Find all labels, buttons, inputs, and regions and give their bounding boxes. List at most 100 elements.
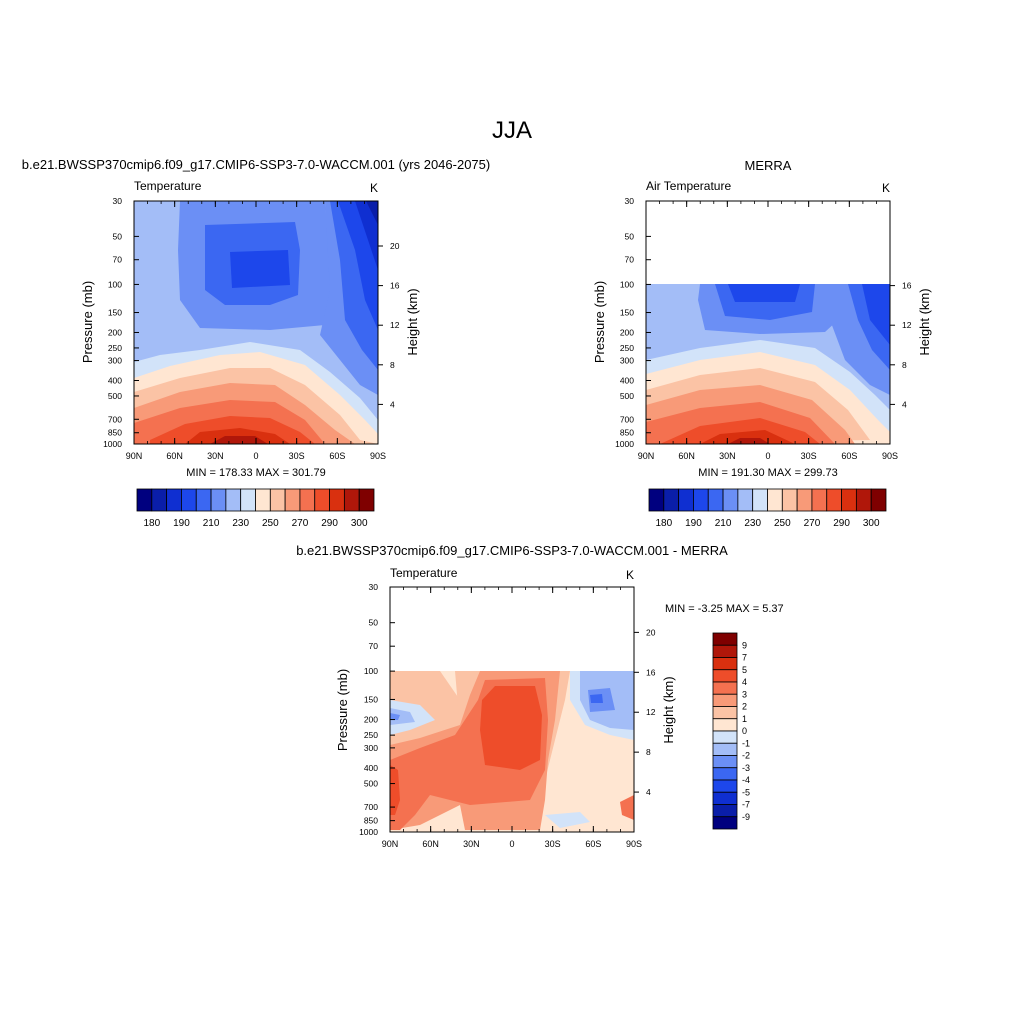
colorbar-label: 0 <box>742 726 747 736</box>
x-tick-label: 90S <box>626 839 642 849</box>
y2-tick-label: 12 <box>646 707 656 717</box>
panel-model-units: K <box>370 181 378 195</box>
colorbar-box <box>855 488 872 512</box>
panel-diff-field <box>390 671 634 832</box>
colorbar-box <box>712 706 738 720</box>
colorbar-box <box>712 767 738 781</box>
y-tick-label: 500 <box>364 779 378 789</box>
colorbar-box <box>314 488 330 512</box>
colorbar-box <box>343 488 360 512</box>
field-level-295 <box>700 430 795 444</box>
colorbar-label: 270 <box>804 518 821 529</box>
panel-diff: b.e21.BWSSP370cmip6.f09_g17.CMIP6-SSP3-7… <box>296 543 783 849</box>
x-tick-label: 90N <box>382 839 399 849</box>
y-tick-label: 700 <box>364 802 378 812</box>
panel-diff-y2label: Height (km) <box>661 676 676 743</box>
field-level-190 <box>728 284 800 302</box>
x-tick-label: 90S <box>370 451 386 461</box>
y-tick-label: 400 <box>620 376 634 386</box>
colorbar-box <box>166 488 182 512</box>
colorbar-box <box>841 488 857 512</box>
colorbar-box <box>693 488 709 512</box>
colorbar-box <box>210 488 227 512</box>
colorbar-box <box>712 779 738 793</box>
colorbar-box <box>737 488 754 512</box>
colorbar-label: 300 <box>863 518 880 529</box>
colorbar-box <box>767 488 783 512</box>
colorbar-box <box>712 791 738 805</box>
colorbar-box <box>678 488 694 512</box>
colorbar-box <box>284 488 301 512</box>
y-tick-label: 50 <box>625 231 635 241</box>
panel-obs-left-label: Air Temperature <box>646 179 731 193</box>
colorbar-label: 300 <box>351 518 368 529</box>
x-tick-label: 60S <box>841 451 857 461</box>
colorbar-label: 210 <box>203 518 220 529</box>
colorbar-box <box>811 488 828 512</box>
colorbar-label: -7 <box>742 800 750 810</box>
panel-diff-axes: 90N 60N 30N 0 30S 60S 90S 30 50 70 100 150 200 250 300… <box>359 582 656 849</box>
x-tick-label: 30N <box>719 451 736 461</box>
x-tick-label: 60N <box>166 451 183 461</box>
panel-diff-stats: MIN = -3.25 MAX = 5.37 <box>665 603 784 615</box>
y-tick-label: 100 <box>364 666 378 676</box>
y-tick-label: 850 <box>620 428 634 438</box>
colorbar-box <box>181 488 197 512</box>
colorbar-box <box>781 488 798 512</box>
panel-diff-colorbar: 9 7 5 4 3 2 1 0 -1 -2 -3 -4 -5 -7 -9 <box>712 632 750 830</box>
colorbar-box <box>648 488 665 512</box>
colorbar-box <box>707 488 724 512</box>
panel-model-stats: MIN = 178.33 MAX = 301.79 <box>186 467 325 479</box>
y-tick-label: 250 <box>108 343 122 353</box>
colorbar-box <box>712 657 738 671</box>
y-tick-label: 1000 <box>615 439 634 449</box>
panel-diff-title: b.e21.BWSSP370cmip6.f09_g17.CMIP6-SSP3-7… <box>296 543 728 558</box>
colorbar-label: 5 <box>742 665 747 675</box>
x-tick-label: 90N <box>126 451 143 461</box>
y-tick-label: 50 <box>369 618 379 628</box>
colorbar-label: -2 <box>742 751 750 761</box>
panel-model: b.e21.BWSSP370cmip6.f09_g17.CMIP6-SSP3-7… <box>22 157 490 529</box>
y-tick-label: 500 <box>108 391 122 401</box>
colorbar-label: 230 <box>744 518 761 529</box>
colorbar-label: 1 <box>742 714 747 724</box>
panel-diff-units: K <box>626 568 634 582</box>
colorbar-label: 4 <box>742 677 747 687</box>
y-tick-label: 1000 <box>359 827 378 837</box>
colorbar-label: 7 <box>742 653 747 663</box>
panel-model-y2label: Height (km) <box>405 288 420 355</box>
panel-model-field <box>134 201 378 444</box>
field-level-190 <box>230 250 290 288</box>
colorbar-box <box>712 755 738 769</box>
x-tick-label: 30S <box>801 451 817 461</box>
x-tick-label: 60S <box>585 839 601 849</box>
field-level-190-east <box>862 284 890 345</box>
x-tick-label: 60S <box>329 451 345 461</box>
y-tick-label: 30 <box>113 196 123 206</box>
colorbar-box <box>712 804 738 818</box>
x-tick-label: 30N <box>207 451 224 461</box>
colorbar-box <box>712 693 738 707</box>
x-tick-label: 90S <box>882 451 898 461</box>
y-tick-label: 850 <box>108 428 122 438</box>
page-title: JJA <box>492 117 532 144</box>
y-tick-label: 50 <box>113 231 123 241</box>
colorbar-box <box>712 632 738 646</box>
panel-obs-colorbar: 180 190 210 230 250 270 290 300 <box>648 488 887 529</box>
x-tick-label: 30N <box>463 839 480 849</box>
panel-model-left-label: Temperature <box>134 179 202 193</box>
field-level-4-surface <box>620 795 634 820</box>
colorbar-box <box>255 488 271 512</box>
y2-tick-label: 20 <box>390 241 400 251</box>
y2-tick-label: 8 <box>646 747 651 757</box>
y2-tick-label: 16 <box>902 281 912 291</box>
colorbar-label: 290 <box>321 518 338 529</box>
y-tick-label: 850 <box>364 816 378 826</box>
colorbar-label: 2 <box>742 702 747 712</box>
field-level-300 <box>210 436 268 444</box>
colorbar-box <box>712 742 738 756</box>
y2-tick-label: 12 <box>390 320 400 330</box>
x-tick-label: 0 <box>765 451 770 461</box>
colorbar-box <box>329 488 345 512</box>
colorbar-box <box>240 488 256 512</box>
